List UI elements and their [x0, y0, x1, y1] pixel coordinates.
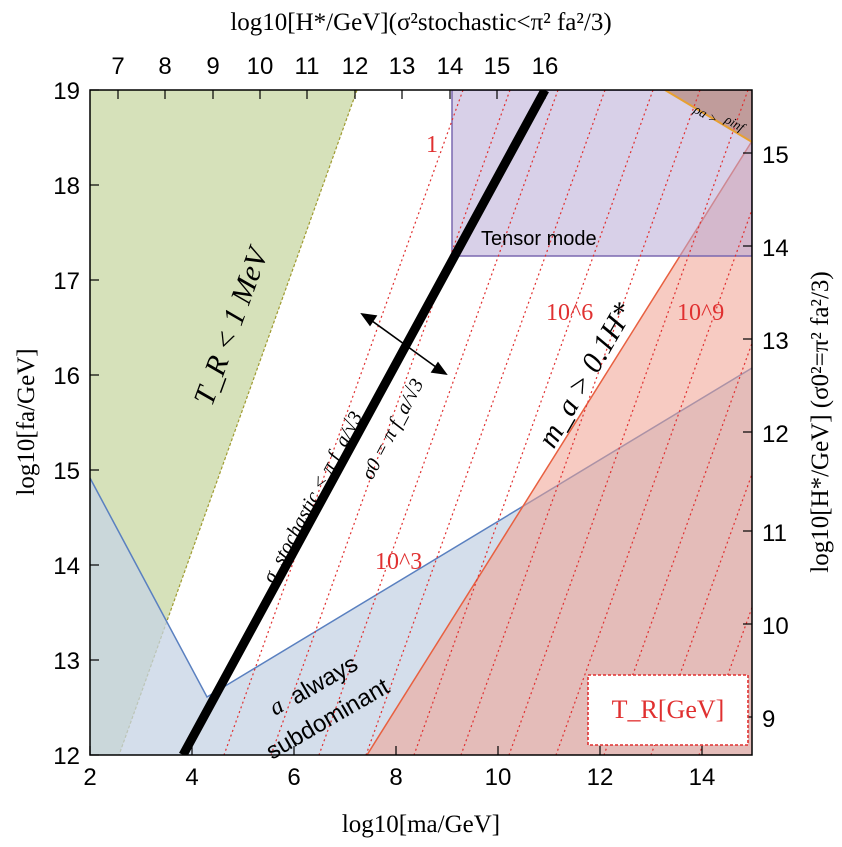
region-tr-lt-1mev: [90, 90, 357, 755]
top-tick-label: 10: [247, 53, 274, 80]
plot-frame: [89, 89, 753, 756]
left-axis: [90, 89, 99, 756]
top-tick-label: 13: [389, 53, 416, 80]
ytick-label: 14: [53, 553, 80, 580]
xtick-label: 6: [287, 764, 300, 791]
line-label-stochastic: σ_stochastic < π f_a/√3: [258, 408, 367, 587]
ytick-label: 19: [53, 78, 80, 105]
top-tick-label: 7: [111, 53, 124, 80]
legend-box: [587, 674, 749, 746]
ytick-label: 16: [53, 363, 80, 390]
contour-label: 1: [426, 132, 438, 158]
right-tick-label: 10: [762, 613, 789, 640]
line-label-sigma0: σ0 = π f_a/√3: [357, 375, 428, 483]
top-tick-label: 9: [206, 53, 219, 80]
right-tick-label: 14: [762, 235, 789, 262]
right-axis-title: log10[H*/GeV] (σ0²=π² fa²/3): [807, 271, 834, 573]
y-axis-title: log10[fa/GeV]: [13, 348, 40, 495]
top-tick-labels: 7 8 9 10 11 12 13 14 15 16: [111, 53, 558, 80]
top-tick-label: 16: [532, 53, 559, 80]
top-tick-label: 15: [484, 53, 511, 80]
right-tick-label: 11: [762, 520, 787, 547]
rho-boundary-line: [664, 90, 752, 143]
region-label-tensor: Tensor mode: [481, 228, 597, 250]
xtick-label: 10: [485, 764, 512, 791]
xtick-label: 14: [689, 764, 716, 791]
contour-labels: 1 10^3 10^6 10^9: [375, 132, 724, 575]
right-tick-label: 9: [762, 706, 775, 733]
x-axis-title: log10[ma/GeV]: [342, 811, 500, 838]
contour-label: 10^9: [677, 300, 724, 326]
xtick-label: 2: [83, 764, 96, 791]
double-arrow: [360, 312, 448, 376]
top-axis: [117, 90, 546, 99]
contour-label: 10^6: [546, 300, 593, 326]
xtick-label: 12: [587, 764, 614, 791]
left-tick-labels: 12 13 14 15 16 17 18 19: [53, 78, 80, 770]
right-tick-label: 15: [762, 142, 789, 169]
xtick-label: 4: [185, 764, 198, 791]
right-tick-label: 12: [762, 421, 789, 448]
bottom-tick-labels: 2 4 6 8 10 12 14: [83, 764, 715, 791]
ytick-label: 12: [53, 743, 80, 770]
tr-boundary-line: [118, 90, 358, 755]
top-tick-label: 11: [295, 53, 320, 80]
top-tick-label: 8: [158, 53, 171, 80]
contour-label: 10^3: [375, 549, 422, 575]
legend-label: T_R[GeV]: [612, 695, 725, 724]
ytick-label: 17: [53, 268, 80, 295]
top-axis-title: log10[H*/GeV](σ²stochastic<π² fa²/3): [230, 9, 611, 36]
sigma-line: [179, 90, 549, 755]
top-tick-label: 12: [342, 53, 369, 80]
bottom-axis: [89, 746, 703, 755]
plot-area: [90, 90, 752, 755]
ytick-label: 15: [53, 458, 80, 485]
right-tick-label: 13: [762, 328, 789, 355]
ytick-label: 18: [53, 173, 80, 200]
top-tick-label: 14: [437, 53, 464, 80]
right-tick-labels: 9 10 11 12 13 14 15: [762, 142, 789, 733]
ytick-label: 13: [53, 648, 80, 675]
xtick-label: 8: [389, 764, 402, 791]
